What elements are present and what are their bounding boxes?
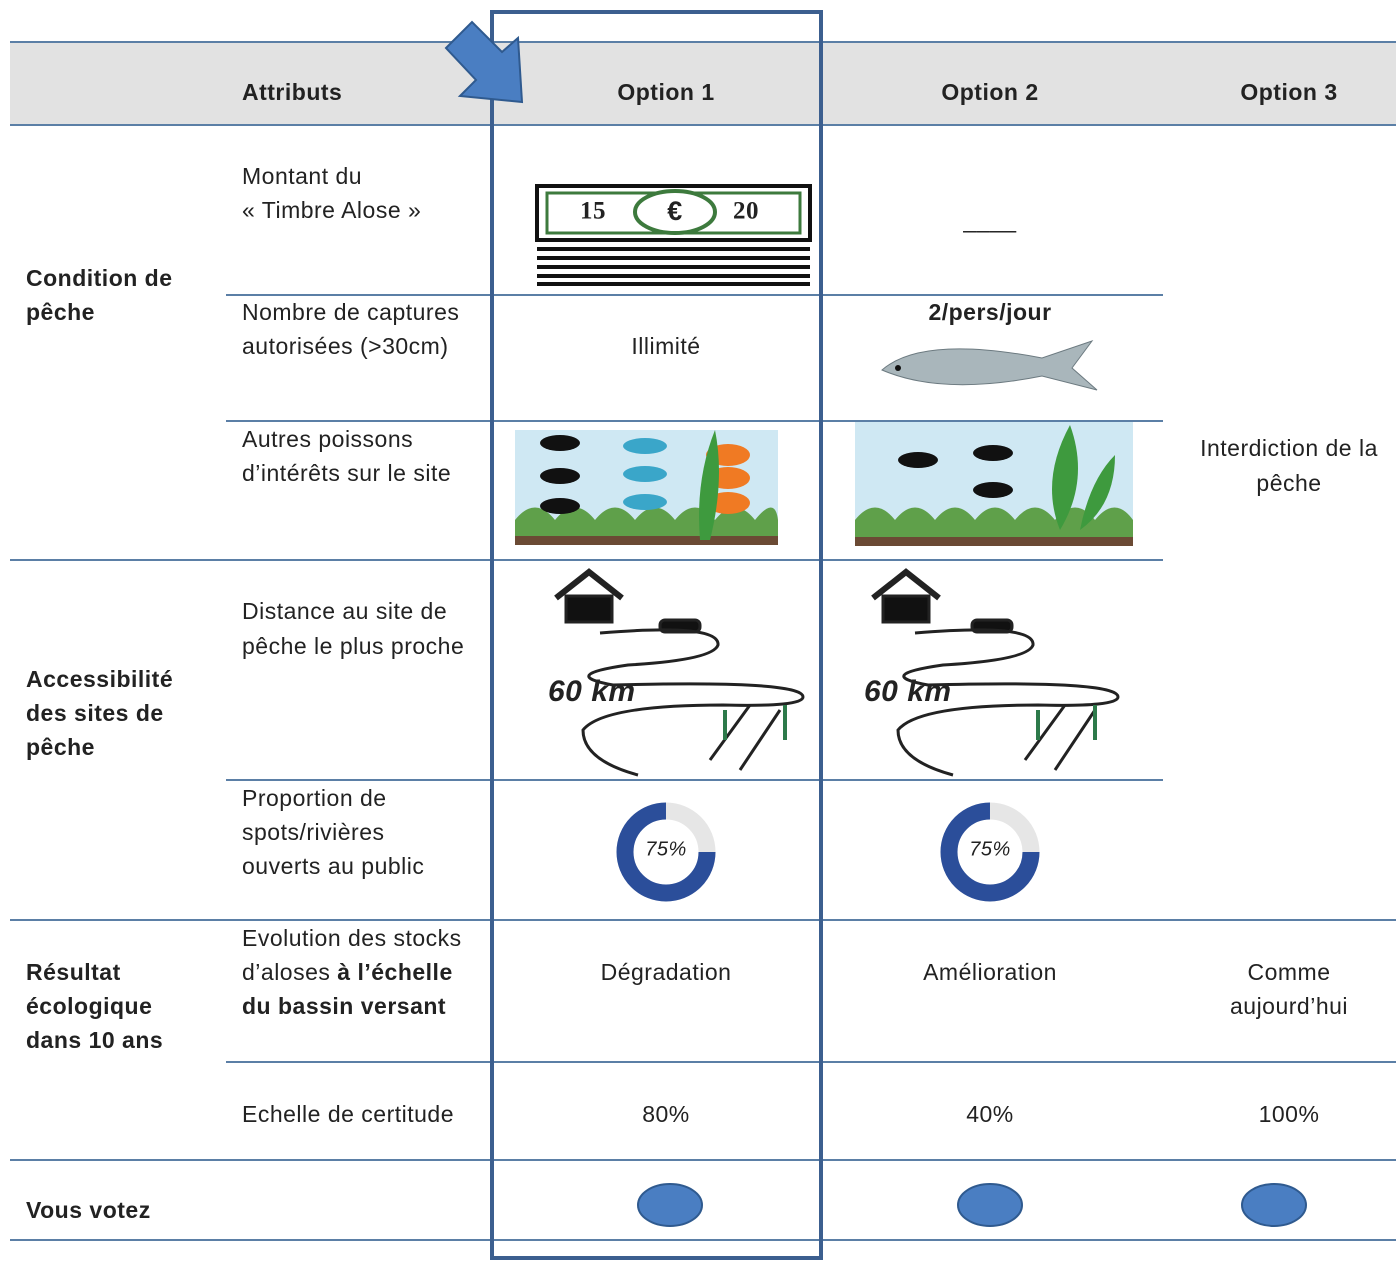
cell-text: 40%: [966, 1101, 1014, 1127]
donut-arc: [940, 802, 1040, 902]
banknote-text: 15: [580, 198, 606, 225]
fish-image: [855, 422, 1133, 546]
attribute: Nombre de captures autorisées (>30cm): [242, 299, 459, 359]
cell-text: Dégradation: [601, 959, 732, 985]
vote-button[interactable]: [1241, 1183, 1307, 1227]
vote-button[interactable]: [637, 1183, 703, 1227]
shad-icon: [881, 340, 1098, 391]
highlight-frame: [490, 10, 823, 1260]
vote-button[interactable]: [957, 1183, 1023, 1227]
group-label: Condition de pêche: [26, 265, 173, 325]
header-option: Option 2: [941, 79, 1038, 105]
attribute: Echelle de certitude: [242, 1101, 454, 1127]
cell-text: Comme aujourd’hui: [1230, 959, 1348, 1019]
header-option: Option 1: [617, 79, 714, 105]
cell-text: ____: [962, 207, 1017, 233]
group-label: Accessibilité des sites de pêche: [26, 666, 173, 760]
attribute: Montant du « Timbre Alose »: [242, 163, 421, 223]
attribute: Proportion de spots/rivières ouverts au pu…: [242, 785, 424, 879]
group-label: Vous votez: [26, 1197, 151, 1223]
banknote-text: 20: [733, 198, 759, 225]
donut-label: 75%: [645, 838, 687, 860]
cell-text: Interdiction de la pêche: [1200, 435, 1378, 496]
attribute: Evolution des stocks d’aloses à l’échelle…: [242, 925, 462, 1019]
cell-text: 2/pers/jour: [928, 299, 1051, 325]
cell-text: Illimité: [631, 333, 700, 359]
grid: [10, 41, 1396, 1241]
distance-label: 60 km: [864, 675, 952, 708]
arrow: [444, 20, 524, 104]
banknote-icon: [535, 184, 812, 286]
attribute: Distance au site de pêche le plus proche: [242, 598, 464, 659]
cell-text: Amélioration: [923, 959, 1057, 985]
distance-icon: [554, 568, 805, 777]
attribute: Autres poissons d’intérêts sur le site: [242, 426, 451, 486]
donut-arc: [616, 802, 716, 902]
donut-label: 75%: [969, 838, 1011, 860]
banknote-text: €: [667, 196, 683, 226]
header-attributes: Attributs: [242, 79, 342, 105]
distance-icon: [871, 568, 1120, 777]
cell-text: 100%: [1259, 1101, 1320, 1127]
group-label: Résultat écologique dans 10 ans: [26, 959, 163, 1053]
fish-image: [515, 430, 778, 545]
header-bg: [10, 42, 1396, 125]
cell-text: 80%: [642, 1101, 690, 1127]
header-option: Option 3: [1240, 79, 1337, 105]
distance-label: 60 km: [548, 675, 636, 708]
